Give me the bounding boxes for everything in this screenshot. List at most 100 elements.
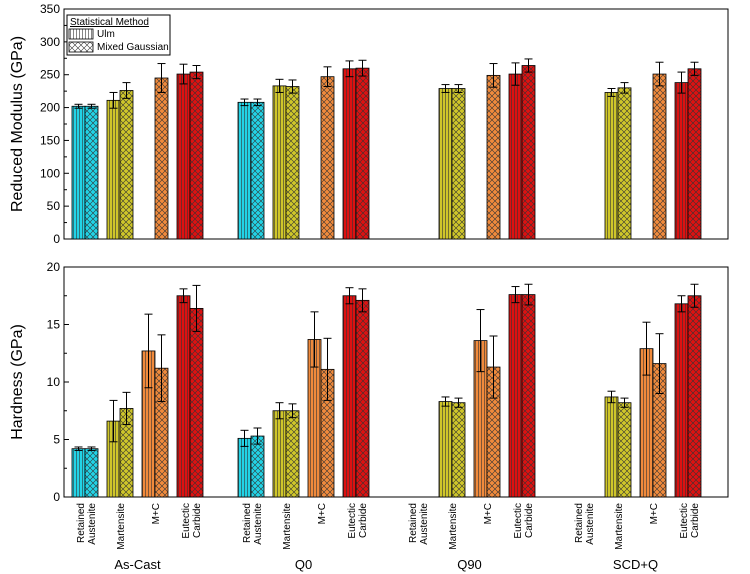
hardness-bar-q0-retained-austenite-mixed-gaussian-pattern [250, 435, 265, 498]
legend: Statistical Method Ulm Mixed Gaussian [66, 14, 171, 56]
modulus-bar-q90-martensite-mixed-gaussian-error-bar [454, 84, 463, 93]
category-label-q90-m-c: M+C [483, 503, 494, 524]
legend-label-mixed-gaussian: Mixed Gaussian [97, 42, 169, 53]
category-label-scd-q-eutectic-carbide: EutecticCarbide [679, 503, 701, 539]
legend-label-ulm: Ulm [97, 29, 115, 40]
modulus-bar-q0-eutectic-carbide-mixed-gaussian-pattern [355, 67, 370, 240]
modulus-bar-q0-eutectic-carbide-ulm-error-bar [345, 60, 354, 78]
hardness-bar-q0-eutectic-carbide-mixed-gaussian-error-bar [358, 288, 367, 313]
hardness-bar-q0-eutectic-carbide-ulm-pattern [342, 295, 357, 498]
modulus-bar-scd-q-martensite-mixed-gaussian-error-bar [620, 82, 629, 94]
hardness-bar-scd-q-m-c-ulm-error-bar [642, 321, 651, 376]
modulus-bar-q90-martensite-ulm-pattern [438, 88, 453, 240]
hardness-bar-as-cast-eutectic-carbide-ulm-pattern [176, 295, 191, 498]
group-label-scd-q: SCD+Q [613, 557, 658, 572]
group-label-as-cast: As-Cast [114, 557, 161, 572]
modulus-bar-q0-m-c-mixed-gaussian-error-bar [323, 66, 332, 88]
modulus-bar-scd-q-eutectic-carbide-ulm-pattern [674, 82, 689, 240]
category-labels: RetainedAustenite Martensite M+C EutecticCa… [76, 503, 701, 550]
modulus-bar-as-cast-martensite-mixed-gaussian-pattern [119, 90, 134, 240]
modulus-bar-scd-q-eutectic-carbide-mixed-gaussian-error-bar [690, 61, 699, 76]
hardness-bar-q0-martensite-ulm-pattern [272, 410, 287, 498]
hardness-panel: 0 5 10 15 20 Hardness (GPa) [9, 260, 729, 504]
modulus-bar-as-cast-martensite-mixed-gaussian-error-bar [122, 82, 131, 99]
hardness-bar-scd-q-eutectic-carbide-ulm-error-bar [677, 295, 686, 313]
modulus-y-tick-label-6: 300 [40, 35, 60, 49]
modulus-bar-q90-m-c-mixed-gaussian-pattern [486, 74, 501, 240]
category-label-q90-martensite: Martensite [448, 503, 459, 550]
modulus-bar-q0-retained-austenite-mixed-gaussian-pattern [250, 101, 265, 240]
modulus-bar-q0-m-c-mixed-gaussian-pattern [320, 76, 335, 240]
hardness-bar-as-cast-retained-austenite-ulm-pattern [71, 448, 86, 498]
modulus-bar-as-cast-m-c-mixed-gaussian-pattern [154, 77, 169, 240]
category-label-q0-martensite: Martensite [282, 503, 293, 550]
modulus-bar-scd-q-m-c-mixed-gaussian-error-bar [655, 61, 664, 87]
modulus-bars [71, 58, 702, 240]
modulus-bar-scd-q-martensite-ulm-error-bar [607, 88, 616, 97]
hardness-bars [71, 283, 702, 498]
modulus-bar-as-cast-retained-austenite-mixed-gaussian-pattern [84, 105, 99, 240]
hardness-bar-as-cast-m-c-mixed-gaussian-error-bar [157, 334, 166, 403]
hardness-bar-q90-martensite-mixed-gaussian-pattern [451, 402, 466, 498]
hardness-bar-scd-q-martensite-ulm-error-bar [607, 390, 616, 404]
hardness-bar-q90-eutectic-carbide-mixed-gaussian-pattern [521, 294, 536, 498]
modulus-bar-q90-eutectic-carbide-ulm-error-bar [511, 62, 520, 86]
modulus-bar-q90-eutectic-carbide-mixed-gaussian-error-bar [524, 58, 533, 73]
hardness-bar-as-cast-martensite-mixed-gaussian-error-bar [122, 391, 131, 426]
hardness-bar-as-cast-retained-austenite-mixed-gaussian-error-bar [87, 446, 96, 451]
hardness-bar-as-cast-eutectic-carbide-mixed-gaussian-error-bar [192, 284, 201, 332]
hardness-y-tick-label-4: 20 [47, 260, 61, 274]
modulus-bar-scd-q-eutectic-carbide-mixed-gaussian-pattern [687, 68, 702, 240]
modulus-y-tick-label-5: 250 [40, 68, 60, 82]
modulus-y-tick-label-2: 100 [40, 166, 60, 180]
hardness-bar-as-cast-eutectic-carbide-mixed-gaussian-pattern [189, 307, 204, 498]
hardness-bar-q0-retained-austenite-mixed-gaussian-error-bar [253, 427, 262, 445]
modulus-bar-q0-martensite-mixed-gaussian-pattern [285, 86, 300, 240]
hardness-bar-scd-q-eutectic-carbide-mixed-gaussian-error-bar [690, 283, 699, 308]
hardness-y-tick-label-0: 0 [53, 490, 60, 504]
modulus-bar-as-cast-eutectic-carbide-mixed-gaussian-pattern [189, 71, 204, 240]
hardness-bar-q90-martensite-ulm-error-bar [441, 396, 450, 407]
hardness-bar-q0-retained-austenite-ulm-error-bar [240, 429, 249, 447]
hardness-bar-as-cast-retained-austenite-ulm-error-bar [74, 446, 83, 451]
legend-swatch-ulm [68, 28, 94, 40]
modulus-panel: 0 50 100 150 200 250 300 350 Reduced Modulus (G… [9, 2, 729, 246]
modulus-bar-q90-martensite-mixed-gaussian-pattern [451, 88, 466, 240]
category-label-as-cast-martensite: Martensite [116, 503, 127, 550]
category-label-scd-q-m-c: M+C [649, 503, 660, 524]
modulus-bar-q90-eutectic-carbide-ulm-pattern [508, 73, 523, 240]
category-label-q0-eutectic-carbide: EutecticCarbide [347, 503, 369, 539]
modulus-bar-q0-retained-austenite-ulm-pattern [237, 101, 252, 240]
modulus-y-tick-label-3: 150 [40, 133, 60, 147]
modulus-bar-as-cast-retained-austenite-ulm-error-bar [74, 103, 83, 109]
hardness-bar-q0-martensite-ulm-error-bar [275, 402, 284, 420]
modulus-y-tick-label-0: 0 [53, 232, 60, 246]
modulus-bar-as-cast-martensite-ulm-pattern [106, 99, 121, 240]
category-label-scd-q-retained-austenite: RetainedAustenite [574, 503, 596, 545]
group-labels: As-Cast Q0 Q90 SCD+Q [114, 557, 658, 572]
modulus-y-tick-label-7: 350 [40, 2, 60, 16]
hardness-bar-scd-q-martensite-ulm-pattern [604, 396, 619, 498]
modulus-y-axis-title: Reduced Modulus (GPa) [9, 36, 26, 212]
hardness-bar-as-cast-retained-austenite-mixed-gaussian-pattern [84, 448, 99, 498]
modulus-bar-scd-q-martensite-mixed-gaussian-pattern [617, 87, 632, 240]
hardness-bar-scd-q-martensite-mixed-gaussian-error-bar [620, 397, 629, 408]
modulus-bar-as-cast-retained-austenite-mixed-gaussian-error-bar [87, 103, 96, 109]
legend-title: Statistical Method [70, 17, 149, 28]
legend-swatch-mixed-gaussian [68, 41, 94, 53]
modulus-bar-q0-eutectic-carbide-mixed-gaussian-error-bar [358, 59, 367, 77]
modulus-y-tick-label-4: 200 [40, 101, 60, 115]
modulus-bar-as-cast-m-c-mixed-gaussian-error-bar [157, 63, 166, 93]
category-label-q90-retained-austenite: RetainedAustenite [408, 503, 430, 545]
hardness-bar-q90-eutectic-carbide-ulm-pattern [508, 294, 523, 498]
modulus-y-tick-label-1: 50 [47, 199, 61, 213]
modulus-bar-q0-martensite-ulm-pattern [272, 85, 287, 240]
category-label-as-cast-retained-austenite: RetainedAustenite [76, 503, 98, 545]
hardness-bar-q0-martensite-mixed-gaussian-error-bar [288, 403, 297, 419]
modulus-bar-q0-retained-austenite-mixed-gaussian-error-bar [253, 98, 262, 107]
hardness-bar-scd-q-m-c-mixed-gaussian-error-bar [655, 333, 664, 394]
hardness-bar-as-cast-eutectic-carbide-ulm-error-bar [179, 288, 188, 304]
hardness-bar-q90-martensite-mixed-gaussian-error-bar [454, 397, 463, 408]
modulus-y-ticks: 0 50 100 150 200 250 300 350 [40, 2, 69, 246]
